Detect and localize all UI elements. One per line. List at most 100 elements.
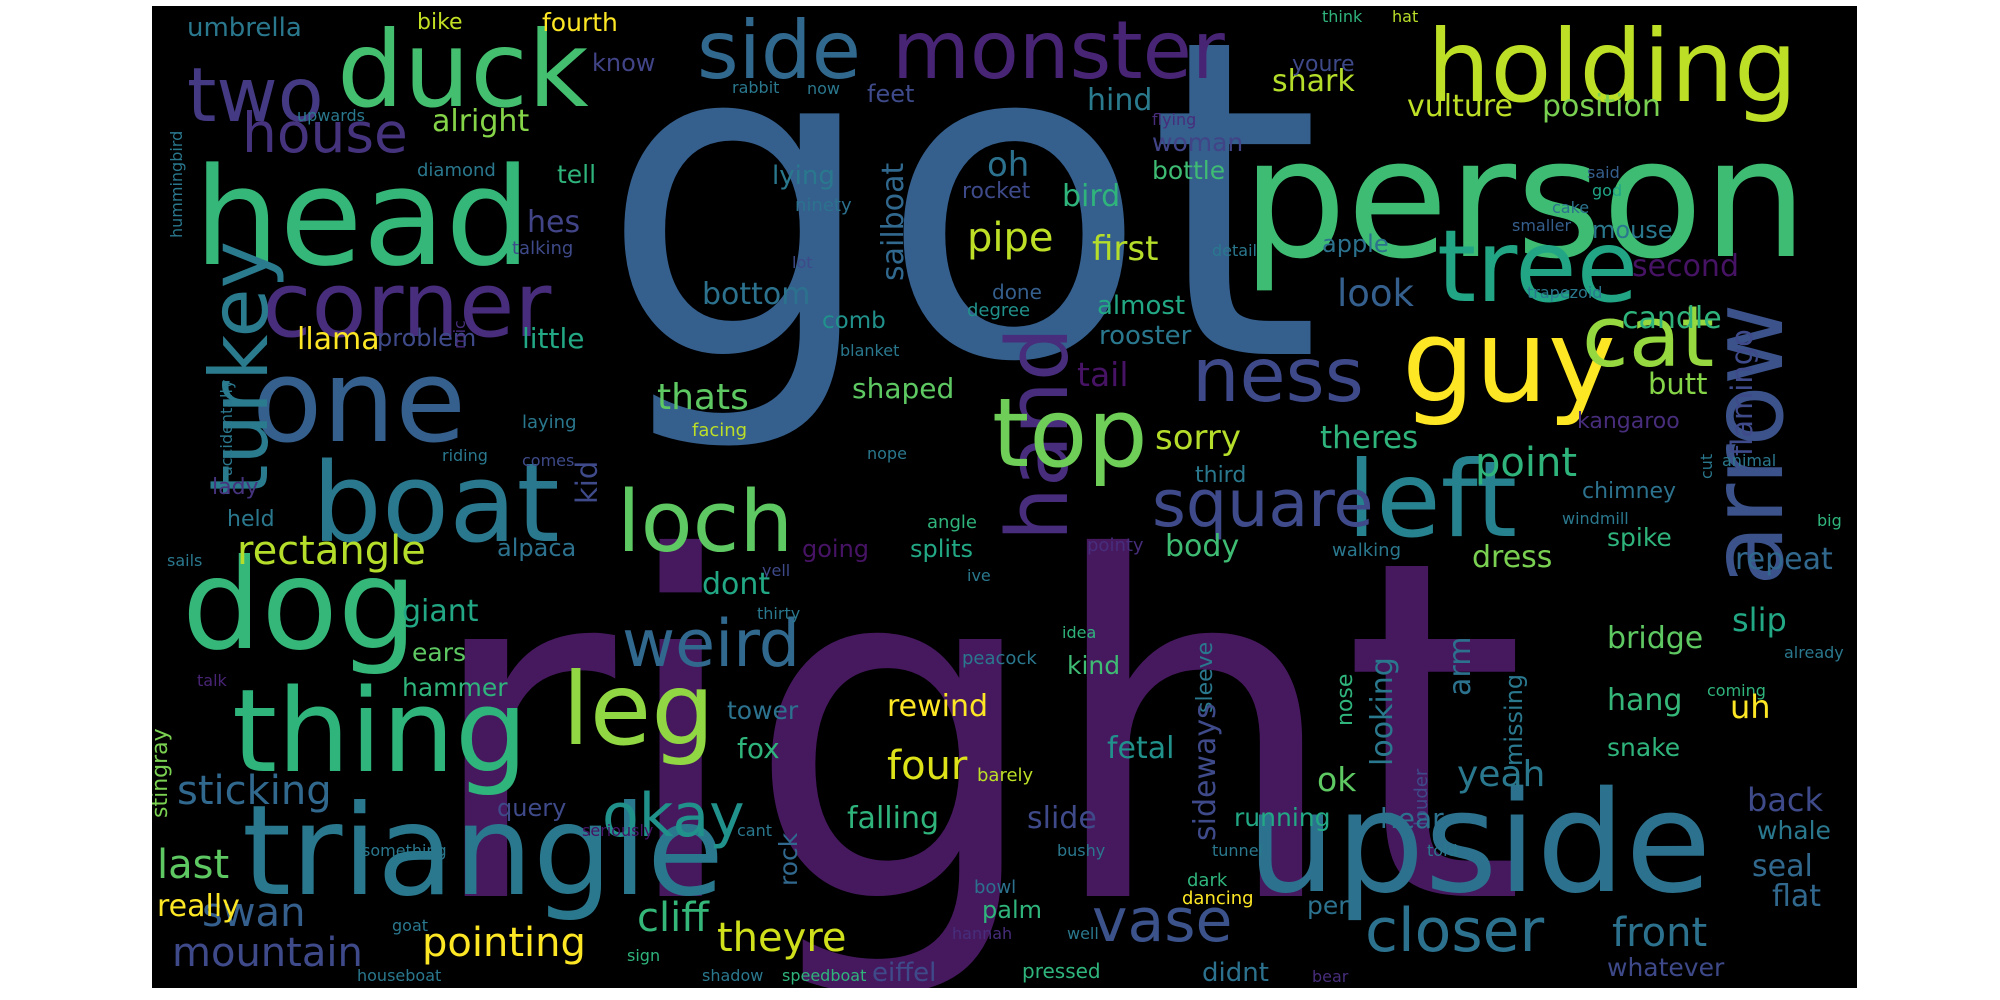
word-flat: flat	[1772, 879, 1821, 914]
word-square: square	[1152, 467, 1373, 542]
word-arrow: arrow	[1689, 303, 1806, 586]
word-lot: lot	[792, 253, 813, 272]
word-sailboat: sailboat	[876, 163, 911, 281]
word-turkey: turkey	[193, 241, 286, 496]
word-big: big	[1817, 511, 1842, 530]
word-cliff: cliff	[637, 895, 710, 941]
word-done: done	[992, 280, 1042, 304]
word-umbrella: umbrella	[187, 13, 302, 43]
word-dancing: dancing	[1182, 888, 1254, 909]
word-kind: kind	[1067, 651, 1120, 680]
word-nope: nope	[867, 444, 907, 463]
word-something: something	[362, 841, 447, 860]
word-oh: oh	[987, 145, 1029, 185]
word-didnt: didnt	[1202, 958, 1269, 988]
word-hang: hang	[1607, 683, 1682, 718]
word-llama: llama	[297, 322, 380, 357]
word-position: position	[1542, 89, 1661, 124]
word-hand: hand	[989, 327, 1088, 541]
word-front: front	[1612, 910, 1707, 956]
word-shadow: shadow	[702, 966, 763, 985]
word-head: head	[194, 139, 531, 296]
word-shaped: shaped	[852, 372, 954, 405]
word-detail: detail	[1212, 241, 1257, 260]
word-comes: comes	[522, 451, 574, 470]
word-alright: alright	[432, 104, 529, 139]
word-second: second	[1632, 249, 1739, 284]
word-riding: riding	[442, 446, 488, 465]
word-weird: weird	[622, 607, 800, 682]
word-nose: nose	[1333, 674, 1358, 726]
word-tail: tail	[1077, 355, 1129, 394]
word-seriously: seriously	[582, 821, 653, 840]
word-really: really	[157, 889, 240, 924]
word-hind: hind	[1087, 83, 1152, 118]
word-looking: looking	[1365, 657, 1400, 766]
word-louder: louder	[1411, 768, 1432, 826]
word-fetal: fetal	[1107, 731, 1175, 766]
word-splits: splits	[910, 535, 973, 563]
word-idea: idea	[1062, 623, 1096, 642]
word-tunnel: tunnel	[1212, 841, 1263, 860]
word-thing: thing	[232, 665, 528, 799]
word-theyre: theyre	[717, 915, 847, 961]
word-coming: coming	[1707, 681, 1766, 700]
word-back: back	[1747, 781, 1824, 819]
word-cat: cat	[1582, 288, 1714, 387]
word-pipe: pipe	[967, 215, 1054, 261]
word-rabbit: rabbit	[732, 78, 779, 97]
word-chimney: chimney	[1582, 479, 1676, 504]
word-told: told	[1427, 841, 1458, 860]
word-hummingbird: hummingbird	[167, 131, 186, 238]
word-kangaroo: kangaroo	[1577, 409, 1680, 434]
word-cant: cant	[737, 821, 772, 840]
word-bowl: bowl	[974, 877, 1016, 898]
word-hammer: hammer	[402, 673, 508, 702]
word-sideways: sideways	[1188, 703, 1223, 841]
word-mic: mic	[450, 320, 469, 349]
word-little: little	[522, 322, 585, 355]
word-left: left	[1347, 439, 1517, 561]
word-going: going	[802, 535, 869, 563]
word-vulture: vulture	[1407, 89, 1513, 124]
word-apple: apple	[1322, 230, 1389, 258]
word-flying: flying	[1152, 110, 1196, 129]
word-house: house	[242, 101, 408, 165]
word-facing: facing	[692, 420, 747, 441]
word-first: first	[1092, 229, 1158, 269]
word-rocket: rocket	[962, 179, 1031, 204]
word-person: person	[1242, 103, 1808, 295]
word-whale: whale	[1757, 816, 1831, 845]
word-hannah: hannah	[952, 924, 1012, 943]
word-ive: ive	[967, 566, 991, 585]
word-butt: butt	[1648, 367, 1708, 401]
word-right: right	[422, 460, 1526, 988]
word-mouse: mouse	[1592, 216, 1673, 244]
word-repeat: repeat	[1735, 542, 1833, 577]
word-said: said	[1587, 163, 1620, 182]
word-dog: dog	[182, 533, 417, 678]
word-youre: youre	[1292, 52, 1355, 77]
word-ninety: ninety	[795, 195, 852, 216]
word-duck: duck	[337, 9, 589, 131]
word-mountain: mountain	[172, 930, 363, 976]
word-running: running	[1234, 803, 1330, 832]
word-goat: goat	[392, 916, 428, 935]
word-bird: bird	[1062, 179, 1120, 214]
word-ness: ness	[1192, 331, 1364, 419]
word-thirty: thirty	[757, 604, 800, 623]
word-rock: rock	[774, 832, 803, 886]
word-smaller: smaller	[1512, 216, 1571, 235]
word-held: held	[227, 507, 275, 532]
word-guy: guy	[1402, 295, 1616, 429]
word-now: now	[807, 79, 840, 98]
word-sails: sails	[167, 551, 202, 570]
word-missing: missing	[1500, 674, 1528, 766]
word-accidentally: accidentally	[217, 380, 236, 476]
word-loch: loch	[617, 473, 793, 572]
word-okay: okay	[602, 781, 745, 851]
word-triangle: triangle	[242, 779, 724, 924]
word-shark: shark	[1272, 64, 1355, 99]
word-kid: kid	[570, 461, 604, 504]
